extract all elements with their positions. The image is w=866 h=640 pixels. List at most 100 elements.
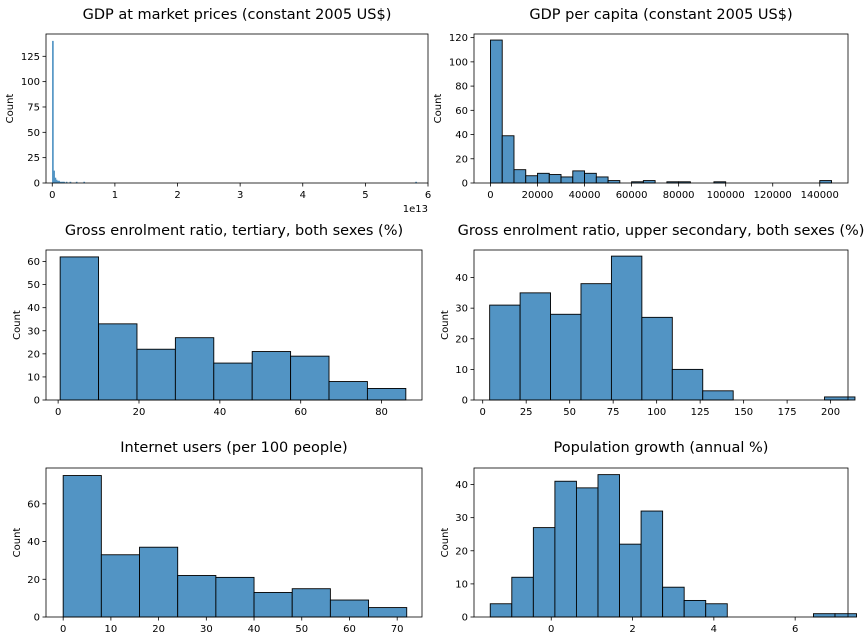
chart-title: GDP per capita (constant 2005 US$) xyxy=(529,7,792,23)
axes-frame xyxy=(45,33,429,184)
x-tick-label: 40 xyxy=(248,624,261,635)
histogram-bar xyxy=(98,323,138,401)
x-tick-label: 0 xyxy=(487,190,493,201)
y-tick-label: 20 xyxy=(455,334,468,345)
histogram-bar xyxy=(550,313,582,401)
y-tick-label: 20 xyxy=(27,349,40,360)
histogram-panel: 0 20 40 60 80 0 10 20 30 40 50 60 Gross enrolment ra… xyxy=(12,223,423,418)
chart-title: Population growth (annual %) xyxy=(554,440,769,456)
x-tick-label: 200 xyxy=(821,407,840,418)
x-tick-label: 80 xyxy=(375,407,388,418)
x-tick-label: 5 xyxy=(362,190,368,201)
y-tick-label: 40 xyxy=(27,303,40,314)
y-axis-label: Count xyxy=(440,528,451,558)
x-tick-label: 4 xyxy=(300,190,306,201)
histogram-panel: 0 10 20 30 40 50 60 70 0 20 40 60 Internet users (pe… xyxy=(12,440,423,635)
histogram-bar xyxy=(548,174,562,184)
x-tick-label: 60000 xyxy=(616,190,648,201)
histogram-panel: 0 2 4 6 0 10 20 30 40 Population growth (annual %… xyxy=(440,440,857,635)
x-tick-label: 20 xyxy=(152,624,165,635)
histogram-bar xyxy=(511,576,534,618)
histogram-bar xyxy=(641,316,673,401)
x-tick-label: 140000 xyxy=(801,190,839,201)
histogram-bar xyxy=(174,337,215,401)
histogram-bar xyxy=(610,255,643,401)
histogram-bar xyxy=(572,170,586,184)
x-tick-label: 60 xyxy=(294,407,307,418)
x-tick-label: 2 xyxy=(174,190,180,201)
histogram-bar xyxy=(501,135,515,184)
histogram-bar xyxy=(489,304,521,401)
histogram-bar xyxy=(490,39,503,184)
histogram-bar xyxy=(640,510,664,618)
axes-frame xyxy=(45,249,423,401)
histogram-bar xyxy=(812,613,836,618)
y-tick-label: 0 xyxy=(462,179,468,190)
histogram-bar xyxy=(290,355,330,401)
histogram-bar xyxy=(52,40,54,184)
x-tick-label: 40 xyxy=(213,407,226,418)
x-tick-label: 20000 xyxy=(522,190,554,201)
y-axis-label: Count xyxy=(5,94,16,124)
x-tick-label: 80000 xyxy=(663,190,695,201)
histogram-bar xyxy=(251,351,292,401)
x-tick-label: 60 xyxy=(343,624,356,635)
histogram-bar xyxy=(824,396,856,401)
histogram-bar xyxy=(513,169,527,184)
histogram-bar xyxy=(213,362,253,401)
y-tick-label: 0 xyxy=(34,613,40,624)
x-tick-label: 100 xyxy=(647,407,666,418)
y-axis-label: Count xyxy=(433,94,444,124)
y-tick-label: 40 xyxy=(455,480,468,491)
y-tick-label: 30 xyxy=(455,513,468,524)
y-tick-label: 40 xyxy=(27,537,40,548)
y-tick-label: 125 xyxy=(21,52,40,63)
x-tick-label: 1 xyxy=(112,190,118,201)
histogram-bar xyxy=(597,474,620,618)
y-tick-label: 0 xyxy=(462,613,468,624)
histogram-bar xyxy=(253,592,293,618)
axes-frame xyxy=(45,467,423,618)
x-tick-label: 0 xyxy=(548,624,554,635)
y-tick-label: 20 xyxy=(455,546,468,557)
histogram-panel: 0 1 2 3 4 5 6 0 25 50 75 100 125 GDP at market prices… xyxy=(5,7,431,215)
x-tick-label: 0 xyxy=(49,190,55,201)
histogram-bar xyxy=(683,599,707,618)
axes-frame xyxy=(473,467,849,618)
histogram-bar xyxy=(580,283,612,401)
histogram-bar xyxy=(291,588,331,618)
histogram-bar xyxy=(368,607,408,618)
x-axis-offset-label: 1e13 xyxy=(403,204,428,215)
chart-title: Gross enrolment ratio, tertiary, both se… xyxy=(65,223,403,239)
y-tick-label: 100 xyxy=(21,77,40,88)
y-tick-label: 10 xyxy=(27,372,40,383)
histogram-bar xyxy=(519,292,551,401)
histogram-bar xyxy=(595,176,609,184)
histogram-bar xyxy=(62,475,102,618)
chart-title: Internet users (per 100 people) xyxy=(120,440,347,456)
histogram-bar xyxy=(177,575,217,618)
histogram-bar xyxy=(329,599,370,618)
y-tick-label: 60 xyxy=(27,257,40,268)
y-tick-label: 75 xyxy=(27,102,40,113)
histogram-bar xyxy=(705,603,728,618)
y-tick-label: 100 xyxy=(449,57,468,68)
x-tick-label: 10 xyxy=(105,624,118,635)
x-tick-label: 100000 xyxy=(707,190,745,201)
y-tick-label: 25 xyxy=(27,153,40,164)
histogram-bar xyxy=(584,172,597,184)
histogram-bar xyxy=(328,381,368,401)
histogram-bar xyxy=(59,256,100,401)
histogram-bar xyxy=(560,176,574,184)
histogram-bar xyxy=(671,368,704,401)
y-tick-label: 10 xyxy=(455,579,468,590)
x-tick-label: 125 xyxy=(691,407,710,418)
histogram-bar xyxy=(662,586,685,618)
histogram-bar xyxy=(834,613,857,618)
histogram-bar xyxy=(489,603,513,618)
x-tick-label: 3 xyxy=(237,190,243,201)
x-tick-label: 25 xyxy=(520,407,533,418)
histogram-bar xyxy=(554,480,577,618)
histogram-bar xyxy=(215,576,255,618)
